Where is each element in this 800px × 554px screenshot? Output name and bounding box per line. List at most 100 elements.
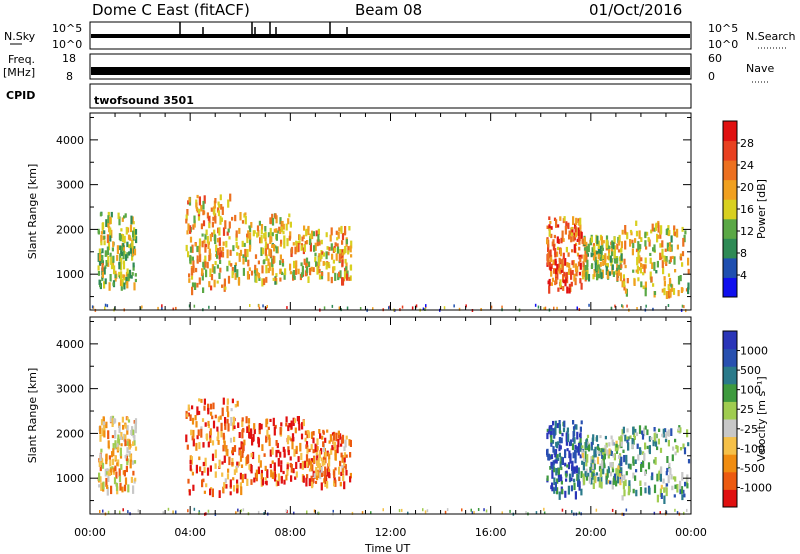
scatter-cell: [565, 246, 568, 253]
scatter-cell: [246, 478, 249, 486]
scatter-cell: [315, 261, 318, 267]
scatter-cell: [243, 242, 246, 247]
colorbar-segment: [723, 238, 737, 259]
scatter-cell: [593, 269, 596, 277]
scatter-cell: [556, 263, 559, 270]
scatter-cell: [305, 477, 308, 487]
ground-scatter-cell: [652, 307, 654, 311]
scatter-cell: [603, 447, 606, 457]
scatter-cell: [593, 449, 596, 458]
scatter-cell: [601, 451, 604, 459]
scatter-cell: [597, 477, 600, 482]
scatter-cell: [553, 429, 556, 439]
scatter-cell: [251, 438, 254, 443]
scatter-cell: [563, 271, 566, 277]
scatter-cell: [611, 480, 614, 490]
scatter-cell: [205, 229, 208, 236]
scatter-cell: [681, 287, 684, 292]
scatter-cell: [556, 478, 559, 484]
scatter-cell: [660, 484, 663, 490]
scatter-cell: [585, 476, 589, 481]
ground-scatter-cell: [681, 304, 684, 308]
scatter-cell: [220, 422, 223, 431]
scatter-cell: [307, 276, 310, 283]
scatter-cell: [99, 425, 102, 435]
scatter-cell: [562, 274, 565, 282]
scatter-cell: [606, 262, 609, 269]
scatter-cell: [632, 269, 635, 273]
scatter-cell: [272, 277, 275, 281]
scatter-cell: [567, 222, 570, 230]
scatter-cell: [214, 471, 217, 478]
scatter-cell: [577, 218, 580, 224]
scatter-cell: [109, 252, 112, 257]
colorbar-tick-label: -25: [740, 423, 758, 436]
scatter-cell: [613, 245, 616, 254]
scatter-cell: [579, 454, 582, 459]
scatter-cell: [264, 226, 267, 232]
scatter-cell: [350, 254, 353, 258]
scatter-cell: [134, 229, 138, 235]
scatter-cell: [668, 277, 672, 286]
scatter-cell: [119, 253, 122, 262]
scatter-cell: [577, 236, 580, 242]
scatter-cell: [208, 254, 211, 262]
scatter-cell: [344, 258, 347, 264]
scatter-cell: [672, 446, 675, 451]
ground-scatter-cell: [685, 309, 687, 313]
scatter-cell: [188, 197, 191, 203]
scatter-cell: [134, 418, 138, 425]
scatter-cell: [293, 449, 296, 457]
scatter-cell: [558, 257, 561, 263]
scatter-cell: [192, 429, 195, 438]
y-tick-label: 3000: [56, 179, 84, 192]
scatter-cell: [236, 461, 239, 466]
scatter-cell: [127, 234, 131, 240]
scatter-cell: [269, 217, 272, 225]
scatter-cell: [331, 445, 334, 451]
scatter-cell: [676, 484, 679, 493]
scatter-cell: [321, 435, 324, 440]
scatter-cell: [109, 274, 112, 282]
ground-scatter-cell: [91, 305, 94, 309]
scatter-cell: [585, 271, 588, 280]
scatter-cell: [102, 417, 105, 424]
scatter-cell: [237, 422, 240, 428]
scatter-cell: [660, 225, 663, 234]
scatter-cell: [596, 456, 600, 465]
scatter-cell: [561, 457, 564, 465]
scatter-cell: [271, 267, 274, 276]
scatter-cell: [279, 427, 282, 435]
scatter-cell: [225, 484, 228, 489]
scatter-cell: [198, 410, 201, 415]
scatter-cell: [198, 456, 201, 461]
scatter-cell: [330, 276, 333, 284]
colorbar-segment: [723, 383, 737, 402]
scatter-cell: [607, 479, 610, 484]
ground-scatter-cell: [544, 306, 547, 310]
scatter-cell: [238, 432, 241, 438]
ground-scatter-cell: [293, 511, 295, 515]
scatter-cell: [652, 440, 655, 447]
scatter-cell: [620, 462, 623, 467]
scatter-cell: [639, 267, 642, 274]
scatter-cell: [199, 253, 202, 263]
scatter-cell: [210, 285, 213, 291]
scatter-cell: [254, 254, 258, 259]
scatter-cell: [662, 428, 665, 438]
scatter-cell: [679, 480, 682, 490]
scatter-cell: [571, 270, 574, 275]
scatter-cell: [659, 231, 662, 235]
ground-scatter-cell: [161, 304, 163, 308]
scatter-cell: [337, 430, 340, 435]
scatter-cell: [338, 466, 341, 475]
scatter-cell: [572, 235, 575, 242]
scatter-cell: [191, 435, 194, 441]
ground-scatter-cell: [490, 305, 493, 309]
scatter-cell: [546, 448, 549, 457]
scatter-cell: [334, 480, 337, 487]
scatter-cell: [557, 246, 560, 251]
scatter-cell: [624, 264, 627, 269]
colorbar-tick-label: 12: [740, 225, 754, 238]
scatter-cell: [206, 235, 209, 244]
